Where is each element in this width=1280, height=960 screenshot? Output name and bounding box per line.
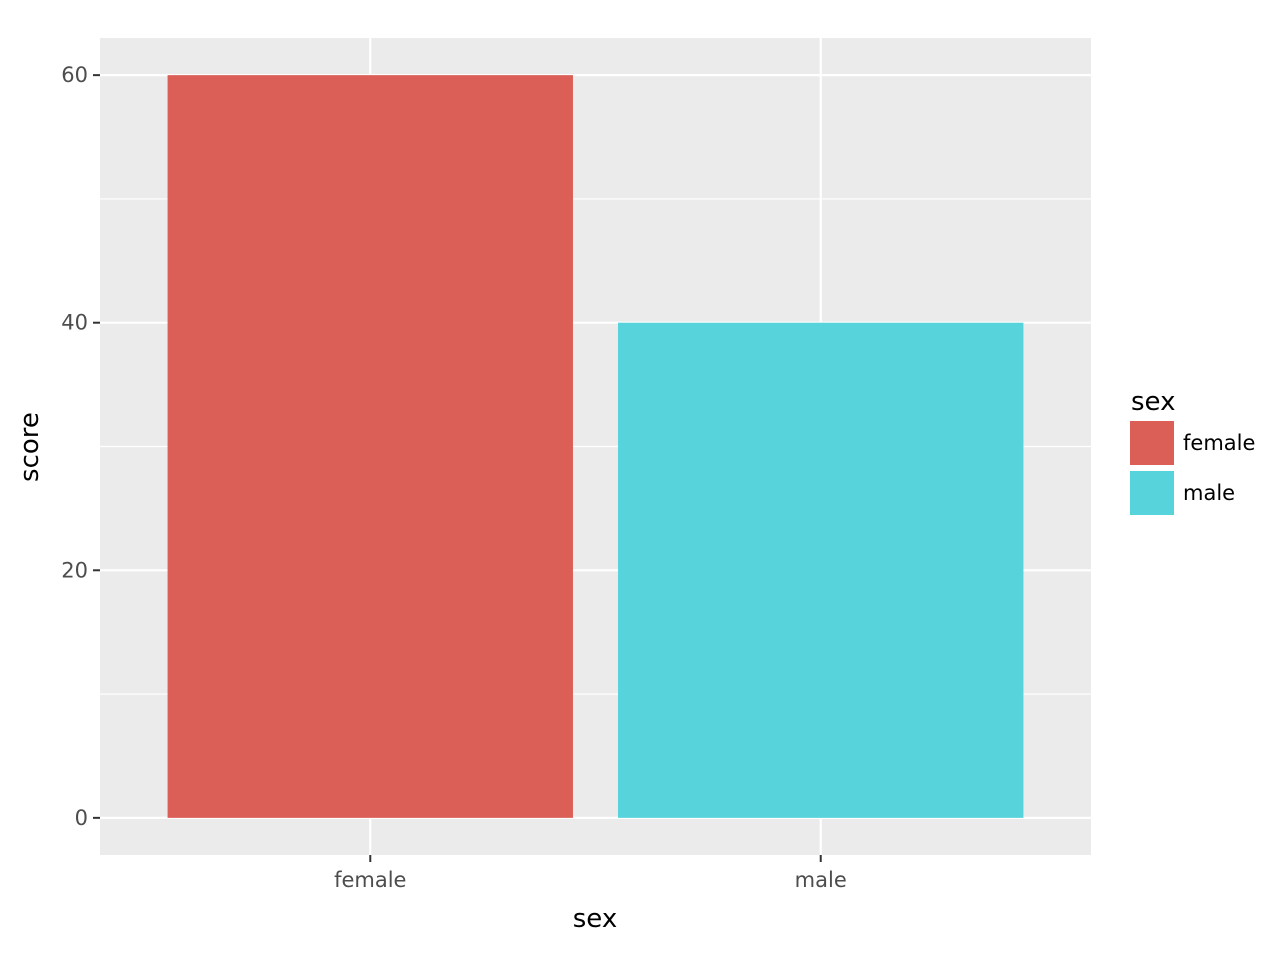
legend: sex female male (1130, 387, 1255, 515)
legend-label-female: female (1183, 431, 1255, 455)
legend-swatch-female (1130, 421, 1174, 465)
x-axis: female male (334, 855, 847, 892)
y-axis-title: score (15, 412, 45, 482)
bars (167, 75, 1024, 818)
bar-female (167, 75, 573, 818)
y-tick-label: 40 (61, 311, 88, 335)
legend-label-male: male (1183, 481, 1235, 505)
x-tick-label: female (334, 868, 406, 892)
legend-swatch-male (1130, 471, 1174, 515)
bar-male (618, 322, 1024, 818)
legend-title: sex (1131, 387, 1175, 417)
y-tick-label: 60 (61, 63, 88, 87)
y-tick-label: 20 (61, 558, 88, 582)
x-tick-label: male (795, 868, 847, 892)
x-axis-title: sex (573, 904, 617, 934)
y-tick-label: 0 (75, 806, 88, 830)
y-axis: 0 20 40 60 (61, 63, 100, 830)
